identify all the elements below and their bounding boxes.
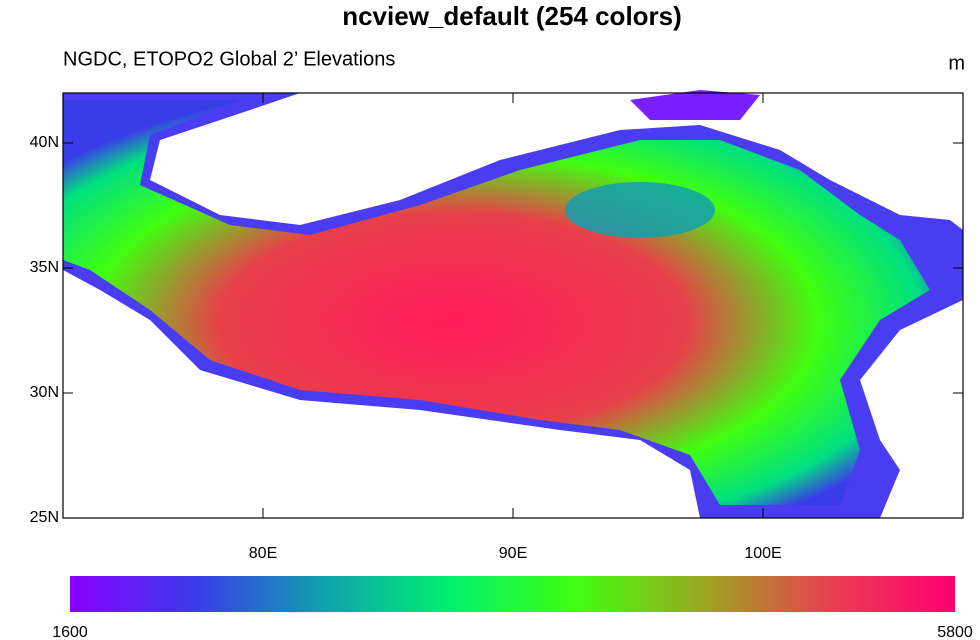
colorbar-label: 5800: [937, 624, 973, 640]
colorbar: [70, 576, 955, 612]
y-tick-label: 30N: [30, 384, 59, 401]
units: m: [948, 52, 965, 74]
y-tick-label: 35N: [30, 259, 59, 276]
subtitle: NGDC, ETOPO2 Global 2’ Elevations: [63, 48, 395, 70]
terrain-north: [630, 90, 760, 120]
x-tick-label: 90E: [499, 545, 527, 562]
terrain-plateau: [63, 100, 930, 505]
y-tick-label: 25N: [30, 509, 59, 526]
x-tick-label: 80E: [249, 545, 277, 562]
x-tick-label: 100E: [744, 545, 781, 562]
map-terrain: [63, 90, 963, 518]
title: ncview_default (254 colors): [342, 1, 682, 31]
qaidam-basin: [565, 182, 715, 238]
y-tick-label: 40N: [30, 134, 59, 151]
colorbar-label: 1600: [52, 624, 88, 640]
